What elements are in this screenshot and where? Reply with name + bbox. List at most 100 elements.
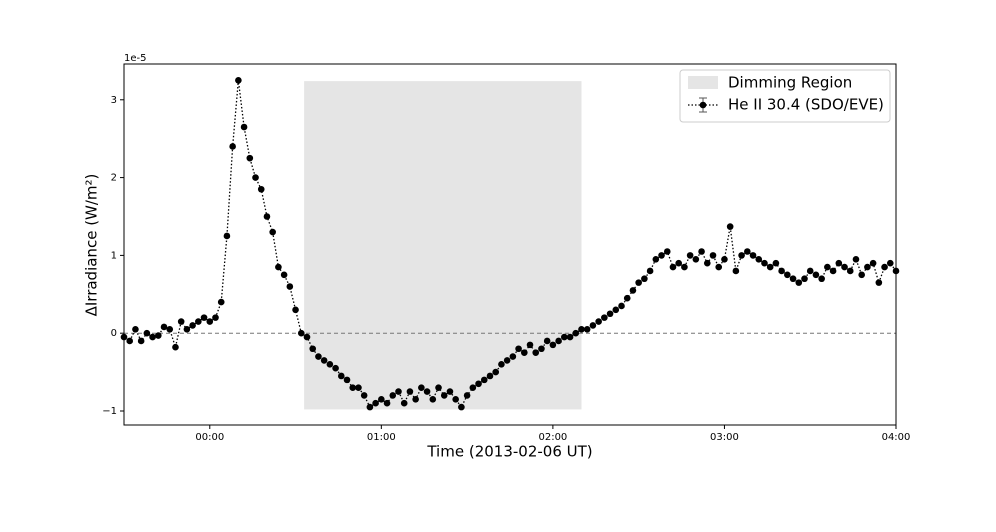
data-point <box>200 314 208 321</box>
y-tick-label: 2 <box>111 173 117 184</box>
series-line <box>123 80 897 409</box>
data-point <box>252 174 259 181</box>
x-tick-label: 01:00 <box>367 432 396 443</box>
data-point <box>686 252 694 259</box>
data-point <box>503 357 511 364</box>
data-point <box>858 271 865 279</box>
x-tick-label: 00:00 <box>195 432 224 443</box>
data-point <box>406 388 414 395</box>
data-point <box>172 343 179 351</box>
data-point <box>726 223 734 230</box>
data-point <box>829 267 837 275</box>
data-point <box>520 349 528 356</box>
data-point <box>206 318 214 325</box>
data-point <box>623 294 631 302</box>
data-point <box>360 392 368 399</box>
data-point <box>297 329 305 337</box>
data-point <box>675 259 682 267</box>
data-point <box>663 248 671 255</box>
data-point <box>383 399 391 407</box>
data-point <box>315 353 322 360</box>
data-point <box>778 267 785 275</box>
data-point <box>338 372 345 380</box>
data-point <box>801 275 808 283</box>
data-point <box>195 318 202 325</box>
data-point <box>395 388 402 395</box>
data-point <box>561 333 568 341</box>
data-point <box>378 396 385 403</box>
data-point <box>812 271 820 279</box>
data-point <box>835 259 843 267</box>
data-point <box>469 384 477 391</box>
legend-marker <box>699 101 707 109</box>
data-point <box>572 329 580 337</box>
data-point <box>784 271 791 279</box>
y-tick-label: 0 <box>111 328 117 339</box>
y-tick-label: 3 <box>111 95 117 106</box>
data-point <box>744 248 751 255</box>
data-point <box>721 255 728 263</box>
data-point <box>446 388 454 395</box>
data-point <box>480 376 488 384</box>
data-point <box>166 326 174 333</box>
data-point <box>418 384 425 391</box>
data-point <box>309 345 317 353</box>
data-point <box>126 337 134 345</box>
data-point <box>189 322 196 329</box>
y-offset-label: 1e-5 <box>124 53 147 64</box>
data-point <box>229 143 236 150</box>
data-point <box>515 345 522 353</box>
data-point <box>257 185 265 193</box>
data-point <box>795 279 803 286</box>
data-point <box>618 302 625 310</box>
legend-swatch <box>688 76 718 89</box>
data-point <box>212 314 219 321</box>
data-point <box>492 368 500 376</box>
data-point <box>355 384 362 391</box>
data-point <box>755 255 763 263</box>
data-point <box>846 267 854 275</box>
data-point <box>646 267 654 275</box>
data-point <box>412 396 419 403</box>
data-point <box>235 77 242 84</box>
data-point <box>475 380 482 388</box>
data-point <box>423 388 431 395</box>
data-point <box>326 361 334 368</box>
data-point <box>217 298 225 306</box>
data-point <box>155 332 162 339</box>
y-tick-label: −1 <box>102 406 117 417</box>
data-point <box>583 326 591 333</box>
data-point <box>349 384 357 391</box>
data-point <box>332 364 339 372</box>
data-point <box>749 252 757 259</box>
data-point <box>343 376 351 384</box>
data-point <box>715 263 723 271</box>
data-point <box>612 306 620 314</box>
data-point <box>566 333 574 341</box>
data-point <box>223 232 231 240</box>
legend-label: Dimming Region <box>728 74 852 92</box>
data-point <box>658 252 665 259</box>
data-point <box>498 361 505 368</box>
data-point <box>875 279 883 286</box>
data-point <box>732 267 740 275</box>
data-point <box>864 263 871 271</box>
data-point <box>761 259 768 267</box>
data-point <box>852 255 860 263</box>
data-point <box>366 403 374 411</box>
data-point <box>463 392 471 399</box>
data-point <box>555 337 562 345</box>
data-point <box>263 213 271 220</box>
data-point <box>635 279 642 286</box>
data-point <box>766 263 774 271</box>
y-tick-label: 1 <box>111 250 117 261</box>
data-point <box>435 384 442 391</box>
data-point <box>578 326 585 333</box>
legend-label: He II 30.4 (SDO/EVE) <box>728 96 884 114</box>
data-point <box>143 329 151 337</box>
data-point <box>881 263 888 271</box>
data-point <box>595 318 602 325</box>
legend-box <box>679 69 891 123</box>
data-point <box>869 259 877 267</box>
data-point <box>240 123 248 131</box>
